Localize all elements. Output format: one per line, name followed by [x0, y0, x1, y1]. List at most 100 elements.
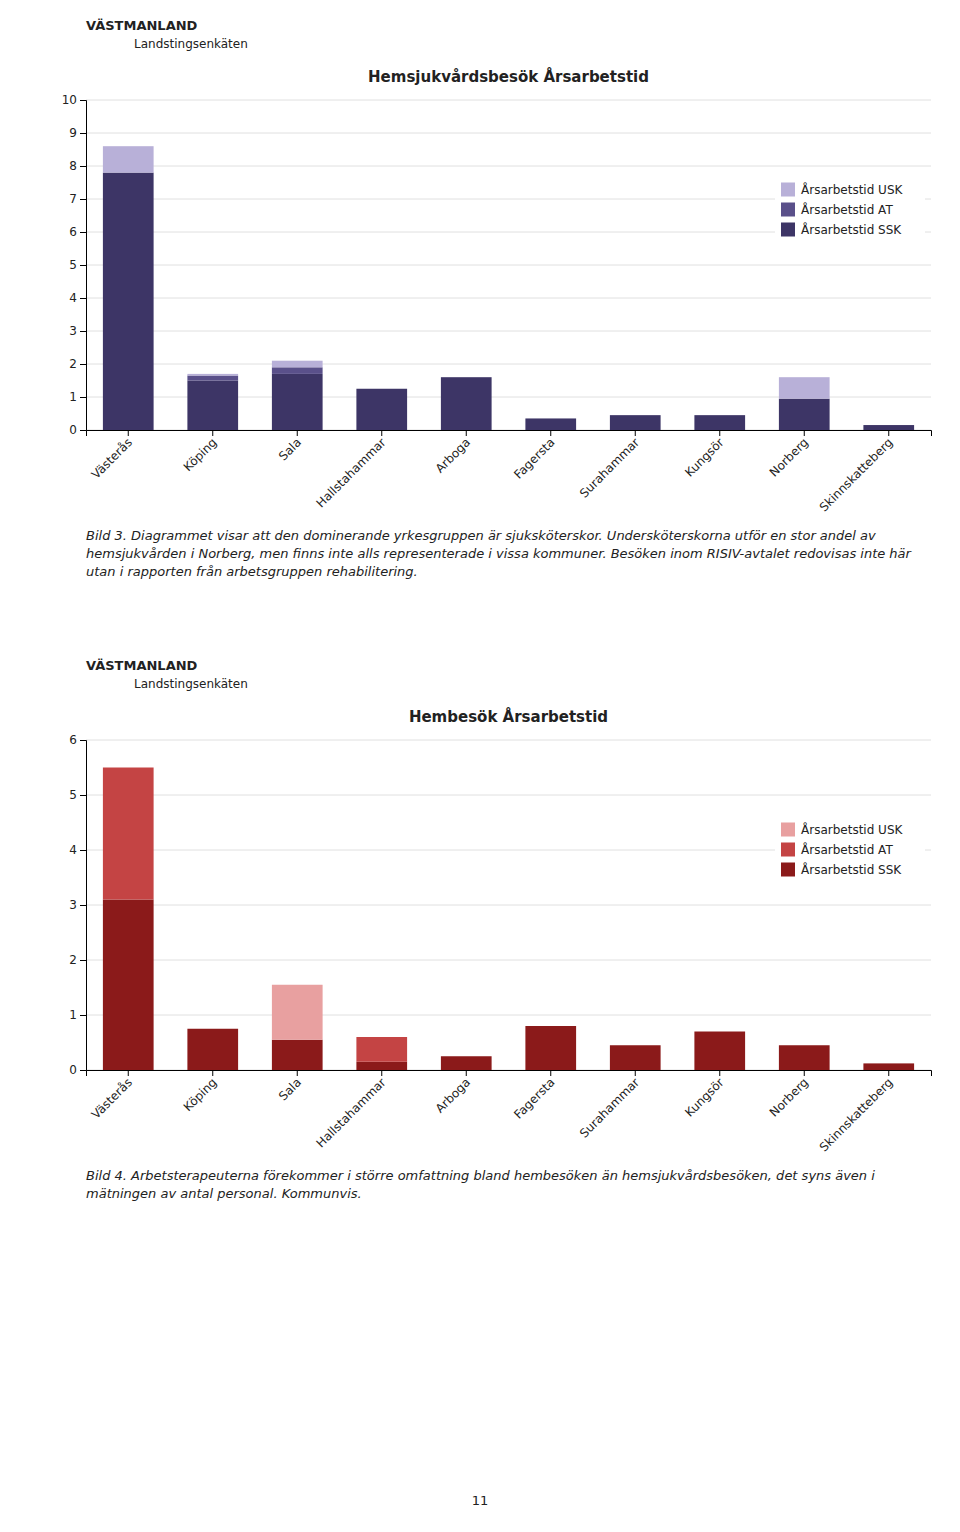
y-tick: 3 [69, 324, 86, 338]
y-tick-label: 9 [69, 126, 77, 140]
y-tick-mark [80, 133, 86, 134]
bar [694, 1031, 745, 1032]
y-tick: 8 [69, 159, 86, 173]
x-tick-label: Hallstahammar [314, 1075, 389, 1150]
bar [863, 425, 914, 430]
y-tick: 1 [69, 390, 86, 404]
x-tick-label: Kungsör [682, 1075, 726, 1119]
x-tick-mark [804, 430, 805, 436]
bar [525, 1026, 576, 1070]
bar [103, 146, 154, 172]
y-tick-mark [80, 232, 86, 233]
bar [441, 377, 492, 378]
y-tick-label: 4 [69, 291, 77, 305]
y-tick-mark [80, 1070, 86, 1071]
x-tick-mark [128, 430, 129, 436]
grid-line [86, 364, 931, 365]
grid-line [86, 331, 931, 332]
bars [103, 768, 914, 1071]
x-tick: Västerås [89, 1070, 135, 1122]
legend-background [775, 817, 925, 885]
x-tick-label: Sala [276, 1075, 304, 1103]
legend-swatch [781, 843, 795, 857]
chart: VÄSTMANLANDLandstingsenkätenHembesök Års… [69, 658, 931, 1201]
y-tick-mark [80, 199, 86, 200]
y-tick: 9 [69, 126, 86, 140]
y-tick: 4 [69, 291, 86, 305]
x-tick-mark [888, 1070, 889, 1076]
y-tick-mark [80, 1015, 86, 1016]
x-tick: Surahammar [577, 430, 642, 501]
x-tick-label: Kungsör [682, 435, 726, 479]
x-tick: Västerås [89, 430, 135, 482]
y-tick: 3 [69, 898, 86, 912]
x-tick-mark [212, 430, 213, 436]
caption: Bild 4. Arbetsterapeuterna förekommer i … [86, 1168, 875, 1201]
series [187, 367, 322, 380]
x-tick: Hallstahammar [314, 1070, 389, 1150]
y-tick-label: 2 [69, 953, 77, 967]
bar [525, 418, 576, 419]
title: Hemsjukvårdsbesök Årsarbetstid [368, 67, 649, 86]
bar [779, 377, 830, 398]
bar [272, 374, 323, 430]
bar [694, 415, 745, 416]
y-tick-label: 0 [69, 1063, 77, 1077]
y-tick-mark [80, 740, 86, 741]
y-tick-mark [80, 331, 86, 332]
bar [694, 1032, 745, 1071]
x-tick: Skinnskatteberg [817, 1070, 896, 1154]
x-tick-label: Västerås [89, 1075, 135, 1121]
y-axis: 012345678910 [62, 93, 87, 437]
x-tick-label: Surahammar [577, 435, 642, 500]
x-tick-label: Arboga [433, 1075, 473, 1115]
grid-line [86, 265, 931, 266]
grid-line [86, 740, 931, 741]
x-tick: Kungsör [682, 430, 726, 480]
y-tick-mark [80, 850, 86, 851]
y-tick-mark [80, 166, 86, 167]
x-tick: Sala [276, 1070, 304, 1103]
page: VÄSTMANLANDLandstingsenkätenHemsjukvårds… [0, 0, 960, 1532]
y-tick: 1 [69, 1008, 86, 1022]
y-tick-mark [80, 265, 86, 266]
x-tick: Skinnskatteberg [817, 430, 896, 514]
y-tick-mark [80, 960, 86, 961]
bar [187, 1028, 238, 1029]
y-tick-label: 10 [62, 93, 77, 107]
legend-item: Årsarbetstid USK [781, 182, 904, 197]
y-tick: 6 [69, 225, 86, 239]
legend-label: Årsarbetstid USK [801, 182, 904, 197]
bar [525, 418, 576, 419]
x-tick: Norberg [767, 1070, 811, 1120]
y-tick: 5 [69, 258, 86, 272]
x-tick-label: Fagersta [511, 435, 557, 481]
x-tick: Kungsör [682, 1070, 726, 1120]
bar [356, 388, 407, 389]
caption-line: mätningen av antal personal. Kommunvis. [86, 1186, 362, 1201]
bar [441, 377, 492, 430]
x-tick-mark [381, 1070, 382, 1076]
bar [356, 388, 407, 389]
bar [610, 415, 661, 416]
x-tick: Arboga [433, 1070, 473, 1116]
bar [610, 1045, 661, 1046]
bar [187, 374, 238, 376]
x-tick-label: Köping [181, 435, 220, 474]
bar [610, 415, 661, 416]
bars [103, 146, 914, 430]
x-tick-label: Västerås [89, 435, 135, 481]
x-tick-mark [719, 1070, 720, 1076]
grid-line [86, 100, 931, 101]
y-tick: 4 [69, 843, 86, 857]
legend-item: Årsarbetstid SSK [781, 862, 902, 877]
bar [272, 367, 323, 374]
y-tick-mark [80, 100, 86, 101]
legend-label: Årsarbetstid USK [801, 822, 904, 837]
bar [272, 985, 323, 1040]
bar [441, 1056, 492, 1057]
y-tick: 10 [62, 93, 86, 107]
x-tick-mark [888, 430, 889, 436]
grid-line [86, 1015, 931, 1016]
x-tick-label: Surahammar [577, 1075, 642, 1140]
